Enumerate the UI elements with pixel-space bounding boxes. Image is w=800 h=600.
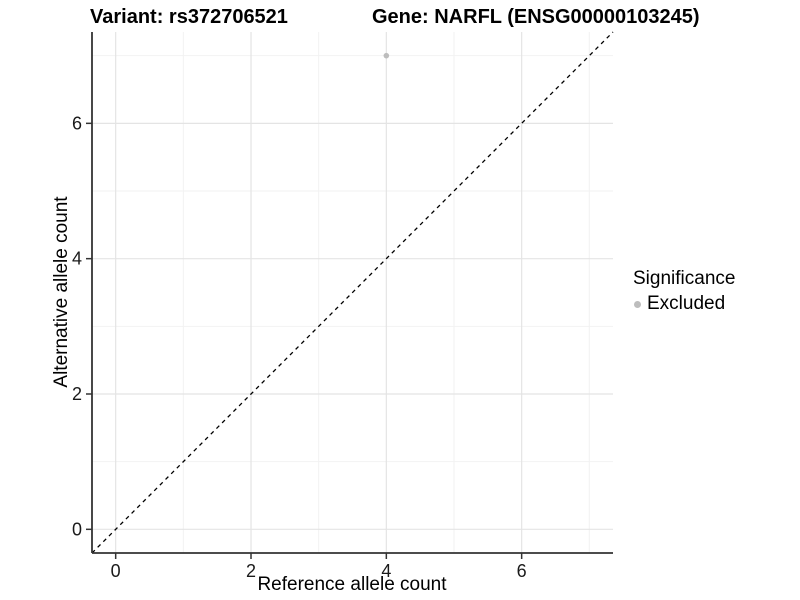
x-tick-label: 2 <box>246 561 256 581</box>
x-tick-label: 0 <box>111 561 121 581</box>
y-tick-label: 6 <box>72 113 82 133</box>
y-tick-label: 2 <box>72 384 82 404</box>
legend-key-dot-icon <box>634 300 641 308</box>
legend-item-label: Excluded <box>647 293 726 314</box>
legend: Significance Excluded <box>630 268 735 315</box>
y-tick-label: 4 <box>72 249 82 269</box>
identity-reference-line <box>91 31 614 554</box>
plot-title-gene: Gene: NARFL (ENSG00000103245) <box>372 6 700 28</box>
x-axis-label: Reference allele count <box>257 574 447 595</box>
y-axis-label: Alternative allele count <box>51 196 72 388</box>
legend-title: Significance <box>633 268 736 289</box>
plot-title-variant: Variant: rs372706521 <box>90 6 288 28</box>
x-tick-label: 4 <box>381 561 391 581</box>
y-tick-label: 0 <box>72 519 82 539</box>
legend-items: Excluded <box>630 293 735 315</box>
x-tick-label: 6 <box>517 561 527 581</box>
data-point <box>383 52 390 59</box>
legend-item: Excluded <box>630 293 735 315</box>
